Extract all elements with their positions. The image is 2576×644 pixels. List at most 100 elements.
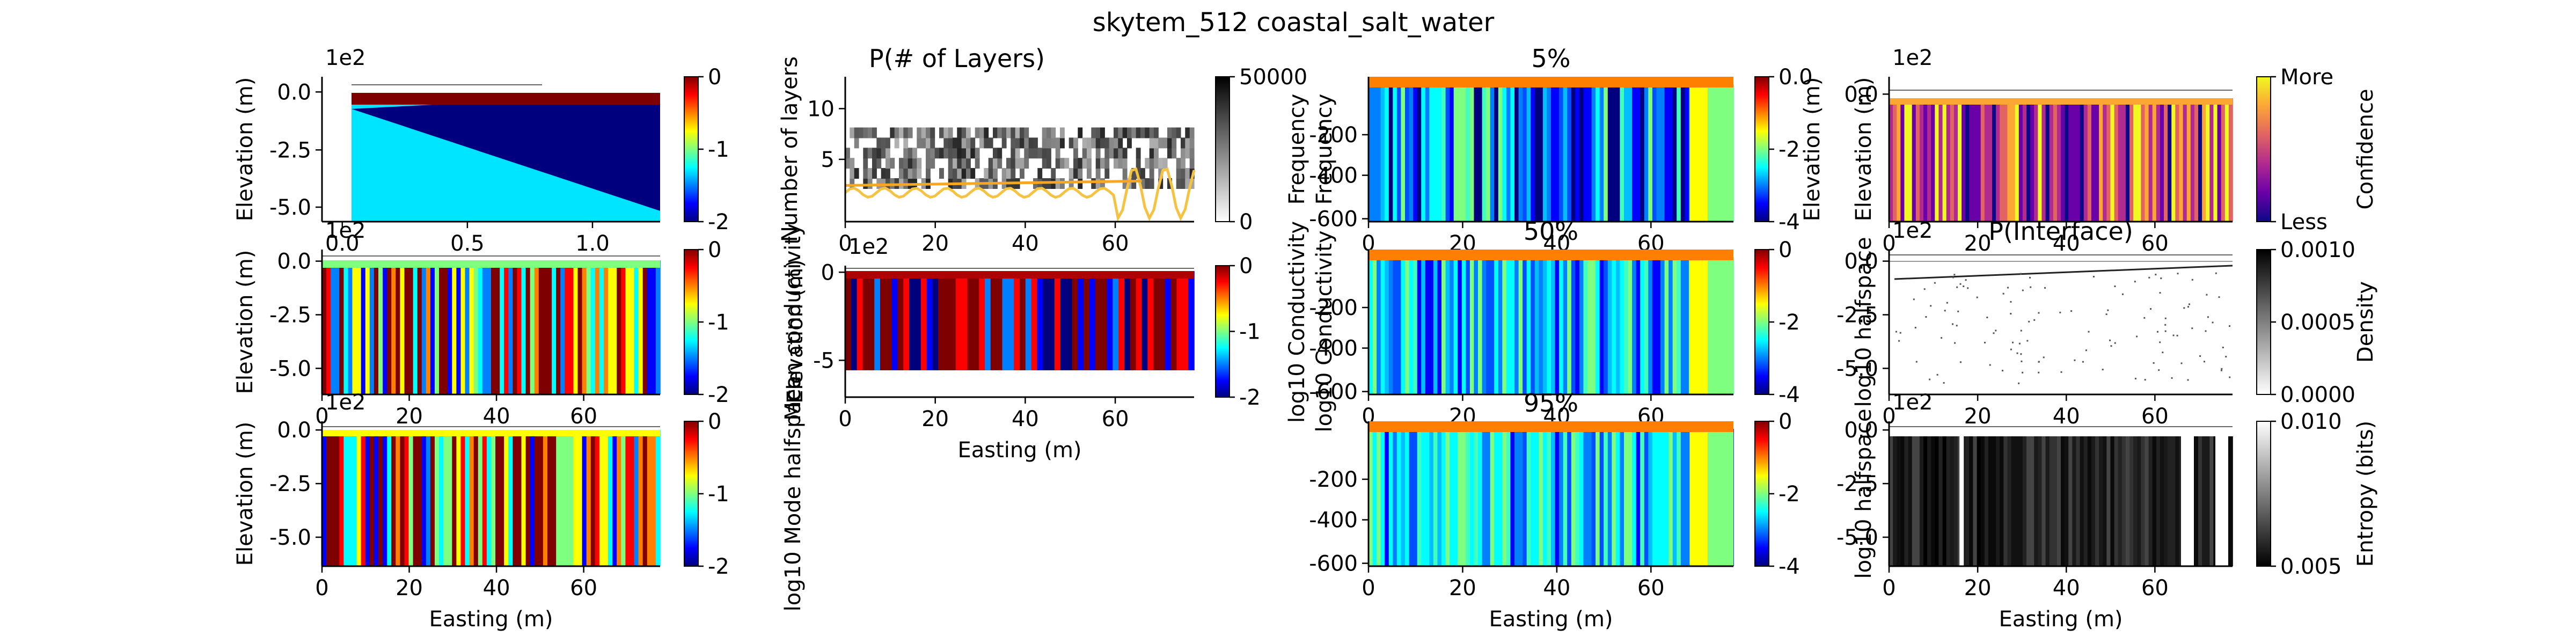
histogram-cell — [1042, 148, 1047, 159]
heatmap-cell — [973, 271, 979, 370]
density-speck — [1995, 330, 1997, 332]
heatmap-cell — [2145, 98, 2149, 222]
heatmap-cell — [1453, 429, 1459, 566]
density-speck — [2191, 327, 2193, 330]
panel-perc-2: 0 20 40 60 -200 -400 -600 95% Easting (m) 0 -2 -4 lo… — [1309, 389, 1876, 632]
density-speck — [2176, 334, 2178, 336]
heatmap-cell — [543, 430, 548, 566]
heatmap-cell — [1563, 84, 1568, 222]
histogram-cell — [1015, 158, 1020, 169]
heatmap-cell — [1466, 429, 1470, 566]
y-axis-label: Elevation (m) — [1800, 77, 1825, 222]
histogram-cell — [1122, 168, 1128, 179]
density-speck — [2204, 361, 2205, 363]
heatmap-cell — [552, 430, 557, 566]
histogram-cell — [1001, 137, 1007, 149]
density-speck — [2221, 368, 2223, 370]
histogram-cell — [1046, 127, 1051, 138]
heatmap-cell — [2194, 98, 2199, 222]
heatmap-cell — [365, 260, 370, 394]
colorbar-label: log10 Conductivity — [1312, 230, 1337, 432]
histogram-cell — [1154, 137, 1159, 149]
histogram-cell — [943, 148, 949, 159]
x-tick-label: 40 — [1012, 407, 1039, 431]
histogram-cell — [1091, 178, 1096, 189]
heatmap-cell — [1084, 271, 1090, 370]
heatmap-cell — [2168, 436, 2172, 566]
histogram-cell — [961, 148, 967, 159]
heatmap-cell — [599, 430, 604, 566]
heatmap-cell — [1615, 84, 1621, 222]
heatmap-cell — [2141, 436, 2146, 566]
density-speck — [2038, 361, 2040, 363]
heatmap-cell — [1953, 436, 1958, 566]
heatmap-cell — [1680, 257, 1686, 394]
density-speck — [1984, 341, 1986, 343]
histogram-cell — [1020, 127, 1024, 138]
heatmap-cell — [1469, 84, 1475, 222]
heatmap-cell — [1938, 436, 1943, 566]
colorbar-tick-label: -4 — [1779, 554, 1800, 579]
heatmap-cell — [1380, 84, 1386, 222]
heatmap-cell — [1980, 436, 1985, 566]
histogram-cell — [1189, 158, 1195, 169]
heatmap-cell — [1680, 429, 1686, 566]
histogram-cell — [885, 148, 890, 159]
histogram-cell — [1167, 178, 1172, 189]
heatmap-cell — [2137, 436, 2142, 566]
density-speck — [1929, 378, 1931, 380]
heatmap-cell — [1170, 271, 1177, 370]
heatmap-cell — [2209, 98, 2214, 222]
histogram-cell — [1046, 158, 1051, 169]
heatmap-cell — [1660, 257, 1665, 394]
heatmap-cell — [1996, 98, 2000, 222]
density-speck — [2218, 296, 2220, 298]
histogram-cell — [1046, 148, 1051, 159]
density-speck — [2007, 287, 2009, 289]
heatmap-cell — [352, 260, 357, 394]
density-speck — [2164, 324, 2167, 326]
heatmap-cell — [1628, 84, 1633, 222]
heatmap-cell — [2065, 98, 2069, 222]
histogram-cell — [1020, 158, 1024, 169]
heatmap-cell — [521, 260, 526, 394]
density-speck — [2144, 379, 2146, 381]
histogram-cell — [948, 168, 953, 179]
heatmap-cell — [1445, 429, 1450, 566]
colorbar — [1215, 265, 1230, 398]
heatmap-cell — [1571, 84, 1576, 222]
heatmap-cell — [2129, 98, 2134, 222]
heatmap-cell — [2103, 98, 2107, 222]
heatmap-cell — [1405, 257, 1410, 394]
heatmap-cell — [1368, 429, 1373, 566]
heatmap-cell — [1531, 84, 1535, 222]
histogram-cell — [890, 158, 895, 169]
heatmap-cell — [1904, 436, 1909, 566]
histogram-cell — [1136, 158, 1141, 169]
heatmap-cell — [525, 430, 531, 566]
heatmap-cell — [2087, 436, 2092, 566]
y-tick-label: -200 — [1309, 467, 1358, 492]
histogram-cell — [1015, 127, 1020, 138]
heatmap-cell — [1453, 257, 1459, 394]
y-tick-label: 0.0 — [277, 250, 311, 274]
x-tick-label: 60 — [1102, 407, 1129, 431]
x-tick-label: 40 — [2053, 576, 2080, 601]
histogram-cell — [1082, 148, 1087, 159]
heatmap-cell — [547, 260, 552, 394]
histogram-cell — [908, 148, 913, 159]
heatmap-cell — [1425, 257, 1430, 394]
histogram-cell — [881, 168, 886, 179]
histogram-cell — [1028, 148, 1034, 159]
histogram-cell — [903, 168, 909, 179]
panel-title: P(Interface) — [1988, 217, 2133, 246]
heatmap-cell — [2175, 436, 2180, 566]
histogram-cell — [1136, 148, 1141, 159]
heatmap-cell — [335, 260, 340, 394]
heatmap-cell — [538, 430, 544, 566]
heatmap-cell — [1429, 429, 1434, 566]
heatmap-cell — [1539, 257, 1543, 394]
heatmap-cell — [1490, 429, 1495, 566]
heatmap-cell — [1604, 257, 1608, 394]
histogram-cell — [850, 168, 855, 179]
